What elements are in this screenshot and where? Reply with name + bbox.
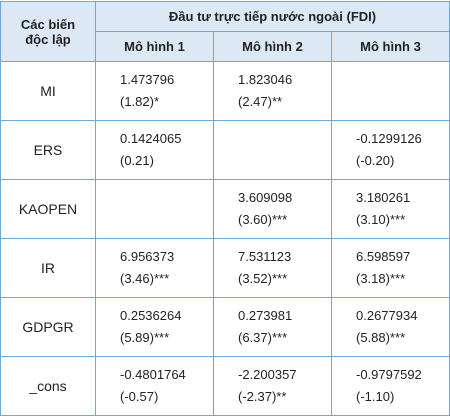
t-statistic: (3.60)*** xyxy=(238,212,288,227)
header-row: Các biến độc lập Đầu tư trực tiếp nước n… xyxy=(0,1,450,62)
value-cell: -0.4801764 (-0.57) xyxy=(95,356,214,416)
value-cell: 7.531123 (3.52)*** xyxy=(213,238,332,298)
value-cell: 3.180261 (3.10)*** xyxy=(330,179,450,239)
value-cell: -0.1299126 (-0.20) xyxy=(330,120,450,180)
value-cell xyxy=(95,179,214,239)
data-row: ERS 0.1424065 (0.21) -0.1299126 (-0.20) xyxy=(0,120,450,180)
data-row: GDPGR 0.2536264 (5.89)*** 0.273981 (6.37)***… xyxy=(0,297,450,357)
value-cell: 0.2536264 (5.89)*** xyxy=(95,297,214,357)
coefficient: 0.273981 xyxy=(238,308,293,323)
coefficient: -0.9797592 xyxy=(356,367,422,382)
t-statistic: (3.10)*** xyxy=(356,212,406,227)
t-statistic: (5.88)*** xyxy=(356,330,406,345)
data-row: KAOPEN 3.609098 (3.60)*** 3.180261 (3.10)*** xyxy=(0,179,450,239)
coefficient: 6.598597 xyxy=(356,249,411,264)
value-cell: 6.956373 (3.46)*** xyxy=(95,238,214,298)
t-statistic: (0.21) xyxy=(120,153,154,168)
data-row: IR 6.956373 (3.46)*** 7.531123 (3.52)*** 6.59… xyxy=(0,238,450,298)
t-statistic: (-0.57) xyxy=(120,389,159,404)
variable-name: IR xyxy=(0,238,96,298)
t-statistic: (5.89)*** xyxy=(120,330,170,345)
header-text: độc lập xyxy=(25,31,71,47)
group-header: Đầu tư trực tiếp nước ngoài (FDI) xyxy=(94,1,450,32)
t-statistic: (6.37)*** xyxy=(238,330,288,345)
value-cell: 1.823046 (2.47)** xyxy=(213,61,332,121)
model-header: Mô hình 3 xyxy=(330,31,450,62)
model-header: Mô hình 1 xyxy=(95,31,214,62)
variable-header: Các biến độc lập xyxy=(0,1,96,62)
value-cell: 0.2677934 (5.88)*** xyxy=(330,297,450,357)
t-statistic: (-0.20) xyxy=(356,153,395,168)
model-header: Mô hình 2 xyxy=(213,31,332,62)
t-statistic: (3.18)*** xyxy=(356,271,406,286)
t-statistic: (2.47)** xyxy=(238,94,283,109)
variable-name: _cons xyxy=(0,356,96,416)
header-text: Các biến xyxy=(20,16,76,32)
variable-name: MI xyxy=(0,61,96,121)
coefficient: 1.823046 xyxy=(238,72,293,87)
value-cell: -0.9797592 (-1.10) xyxy=(330,356,450,416)
value-cell xyxy=(213,120,332,180)
table-body: MI 1.473796 (1.82)* 1.823046 (2.47)** ERS 0.14… xyxy=(0,61,450,416)
data-row: _cons -0.4801764 (-0.57) -2.200357 (-2.37)**… xyxy=(0,356,450,416)
coefficient: 0.1424065 xyxy=(120,131,182,146)
value-cell: 1.473796 (1.82)* xyxy=(95,61,214,121)
coefficient: -2.200357 xyxy=(238,367,297,382)
value-cell: -2.200357 (-2.37)** xyxy=(213,356,332,416)
variable-name: GDPGR xyxy=(0,297,96,357)
t-statistic: (1.82)* xyxy=(120,94,160,109)
coefficient: 3.180261 xyxy=(356,190,411,205)
variable-name: KAOPEN xyxy=(0,179,96,239)
t-statistic: (-2.37)** xyxy=(238,389,287,404)
t-statistic: (3.52)*** xyxy=(238,271,288,286)
data-row: MI 1.473796 (1.82)* 1.823046 (2.47)** xyxy=(0,61,450,121)
coefficient: 6.956373 xyxy=(120,249,175,264)
coefficient: -0.1299126 xyxy=(356,131,422,146)
value-cell: 0.273981 (6.37)*** xyxy=(213,297,332,357)
coefficient: -0.4801764 xyxy=(120,367,186,382)
coefficient: 3.609098 xyxy=(238,190,293,205)
value-cell xyxy=(330,61,450,121)
coefficient: 0.2677934 xyxy=(356,308,418,323)
coefficient: 1.473796 xyxy=(120,72,175,87)
value-cell: 3.609098 (3.60)*** xyxy=(213,179,332,239)
coefficient: 7.531123 xyxy=(238,249,292,264)
value-cell: 0.1424065 (0.21) xyxy=(95,120,214,180)
variable-name: ERS xyxy=(0,120,96,180)
coefficient: 0.2536264 xyxy=(120,308,182,323)
t-statistic: (-1.10) xyxy=(356,389,395,404)
value-cell: 6.598597 (3.18)*** xyxy=(330,238,450,298)
t-statistic: (3.46)*** xyxy=(120,271,170,286)
header-row: Mô hình 1 Mô hình 2 Mô hình 3 xyxy=(1,31,450,62)
